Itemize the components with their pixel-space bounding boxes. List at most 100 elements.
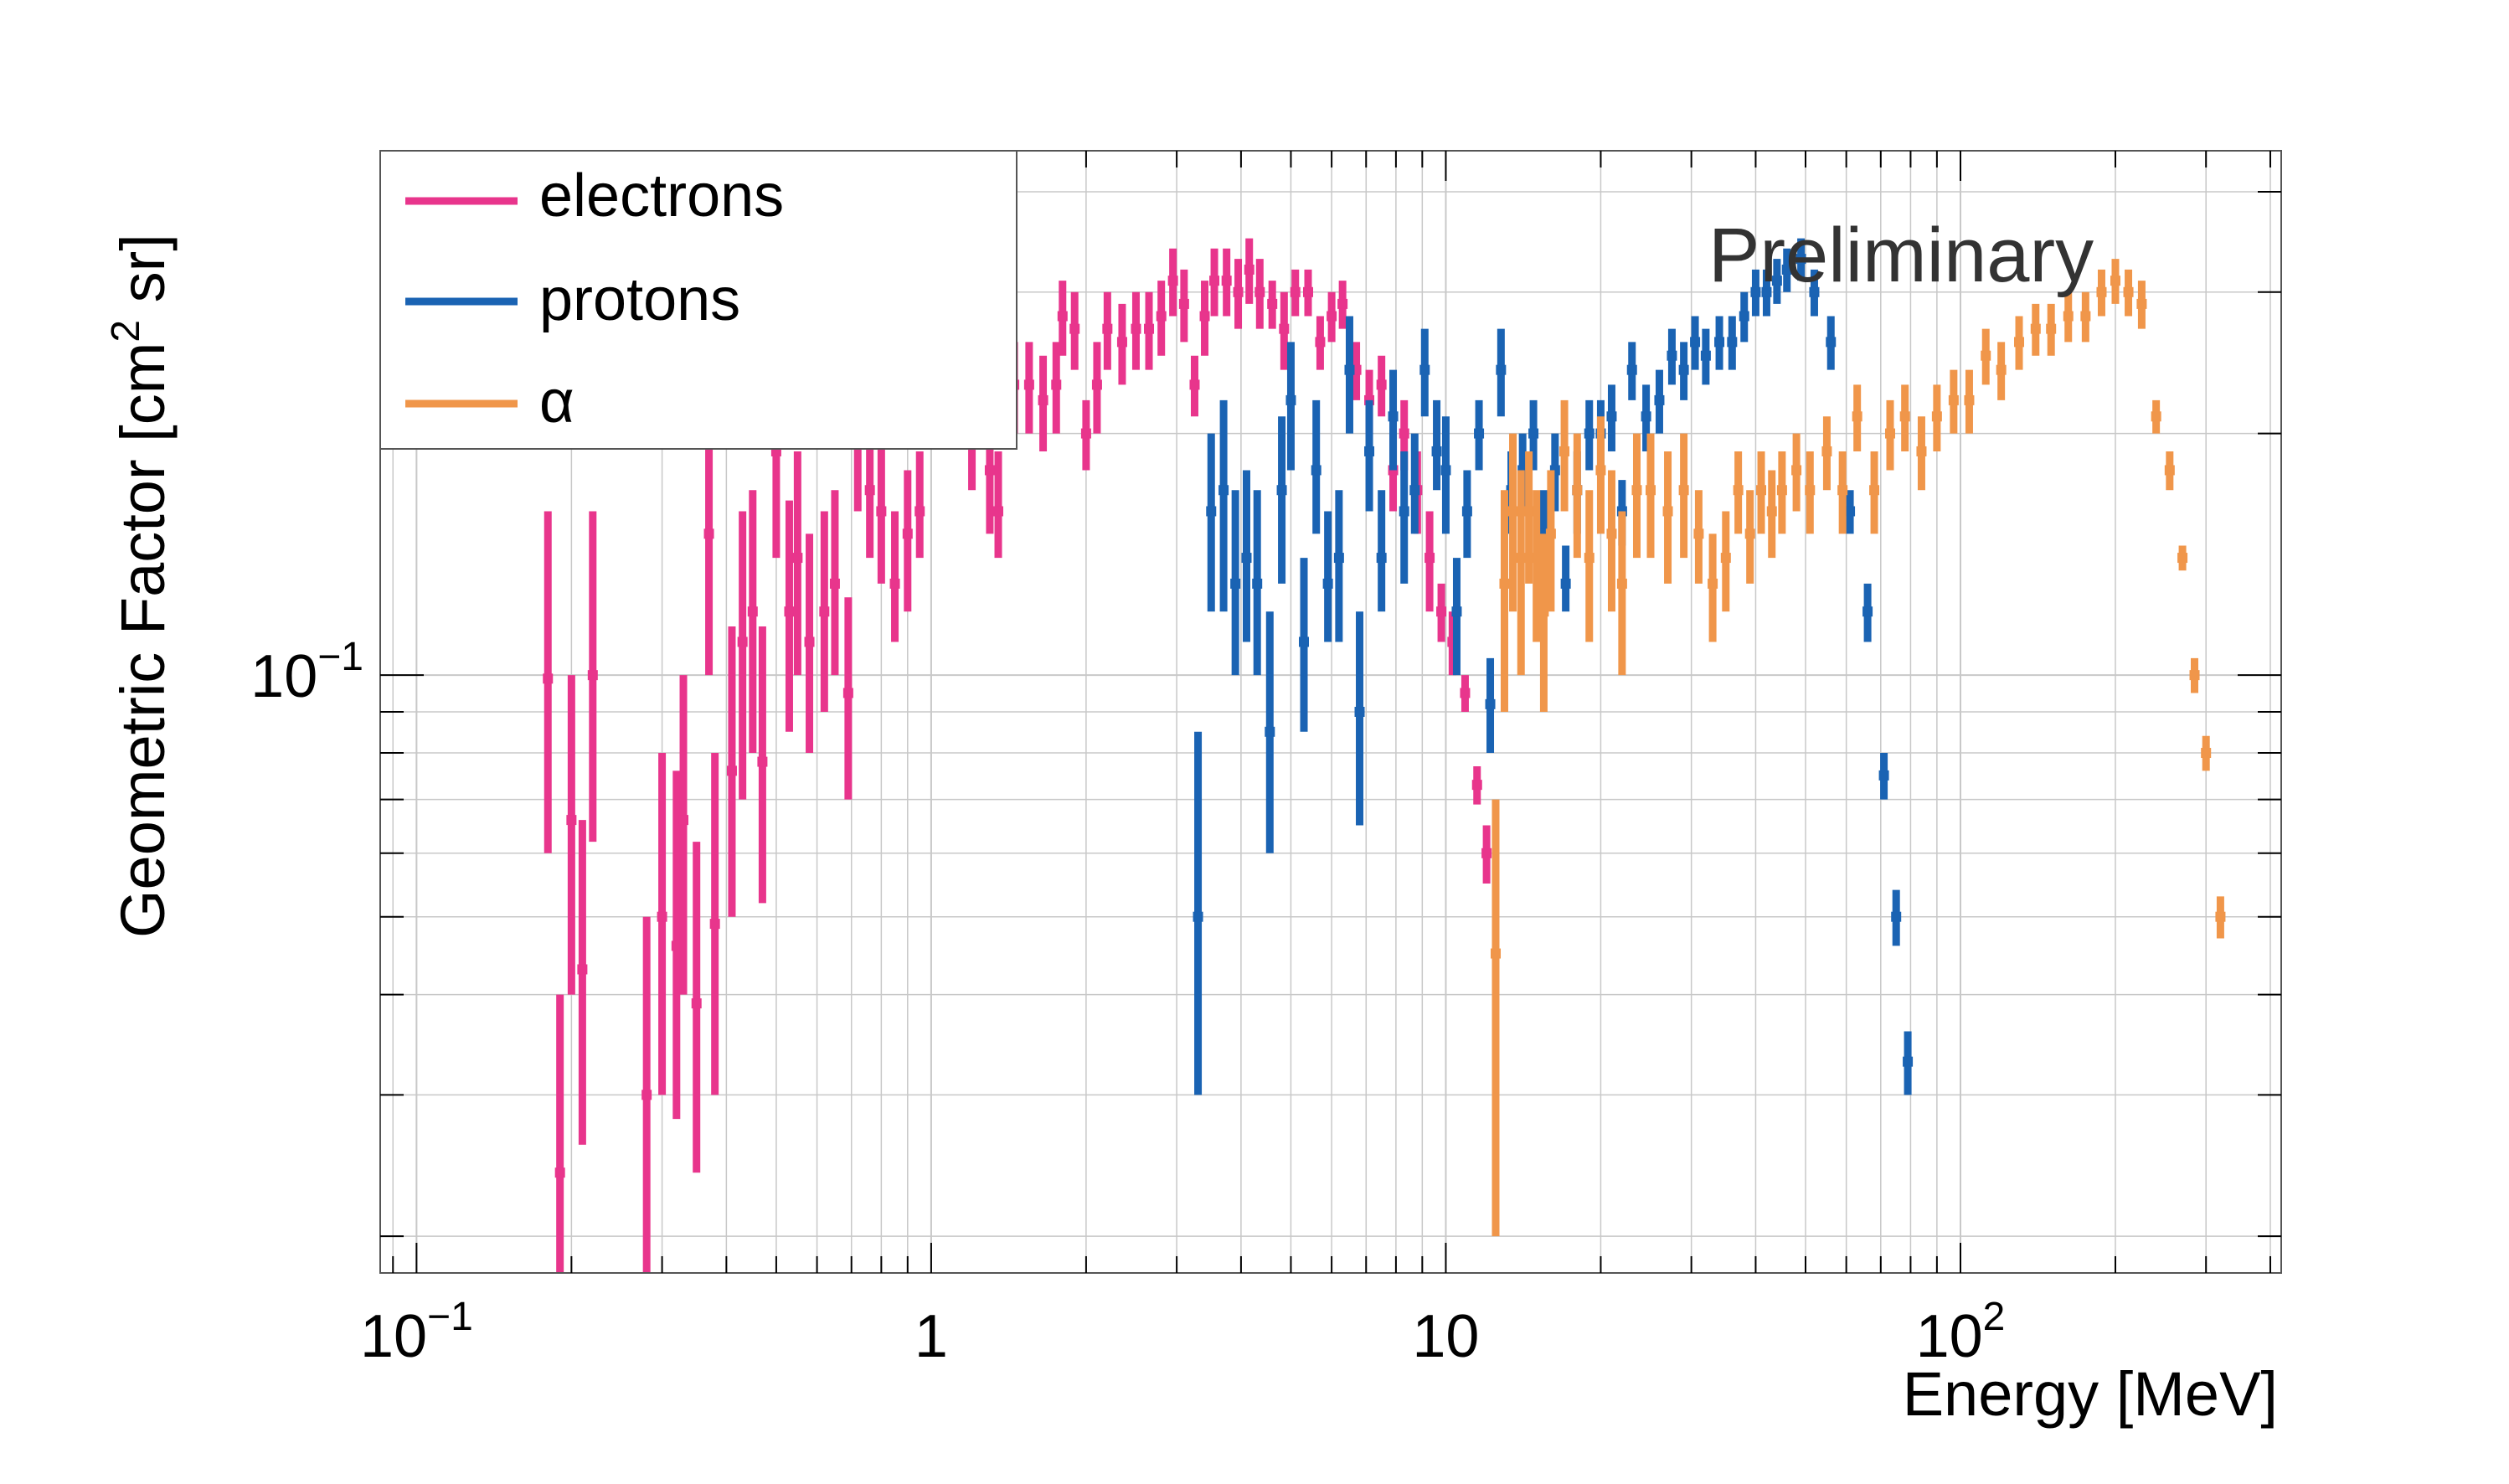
data-point-electrons: [1102, 323, 1113, 334]
data-point-alpha: [2123, 286, 2134, 297]
data-point-alpha: [1538, 606, 1549, 617]
data-point-electrons: [1376, 379, 1387, 390]
data-point-alpha: [2164, 465, 2175, 476]
data-point-electrons: [984, 465, 995, 476]
series-alpha: [1491, 259, 2226, 1237]
data-point-electrons: [709, 919, 720, 930]
data-point-electrons: [1131, 323, 1141, 334]
data-point-protons: [1878, 770, 1889, 781]
data-point-electrons: [829, 578, 840, 589]
data-point-alpha: [1693, 528, 1704, 539]
data-point-protons: [1376, 553, 1387, 564]
data-point-protons: [1690, 337, 1701, 348]
x-tick-label-base: 10: [1412, 1303, 1479, 1370]
data-point-alpha: [2080, 311, 2091, 322]
data-point-protons: [1322, 578, 1333, 589]
data-point-electrons: [678, 815, 689, 826]
data-point-protons: [1654, 394, 1665, 405]
data-point-protons: [1364, 446, 1375, 456]
data-point-protons: [1474, 428, 1485, 439]
data-point-alpha: [1678, 485, 1689, 496]
data-point-alpha: [1869, 485, 1880, 496]
data-point-alpha: [1606, 528, 1617, 539]
data-point-electrons: [889, 578, 900, 589]
data-point-alpha: [1545, 528, 1556, 539]
data-point-electrons: [691, 998, 702, 1009]
data-point-alpha: [1805, 485, 1816, 496]
data-point-protons: [1285, 394, 1296, 405]
data-point-protons: [1891, 911, 1902, 922]
data-point-alpha: [1584, 553, 1595, 564]
data-point-protons: [1399, 506, 1409, 517]
data-point-protons: [1431, 446, 1442, 456]
data-point-protons: [1419, 364, 1430, 375]
data-point-alpha: [1662, 506, 1673, 517]
data-point-protons: [1781, 264, 1792, 275]
data-point-alpha: [1523, 506, 1534, 517]
data-point-electrons: [737, 636, 748, 647]
y-axis-title-main: Geometric Factor [cm: [108, 343, 178, 938]
data-point-electrons: [784, 606, 795, 617]
data-point-protons: [1241, 553, 1252, 564]
data-point-electrons: [1471, 780, 1482, 791]
data-point-protons: [1451, 606, 1462, 617]
data-point-protons: [1252, 578, 1263, 589]
data-point-protons: [1761, 286, 1772, 297]
data-point-electrons: [1167, 276, 1178, 286]
data-point-protons: [1903, 1056, 1914, 1067]
data-point-protons: [1771, 276, 1782, 286]
data-point-alpha: [1899, 411, 1910, 422]
data-point-protons: [1230, 578, 1241, 589]
data-point-protons: [1485, 698, 1496, 709]
data-point-alpha: [1776, 485, 1787, 496]
data-point-electrons: [1221, 276, 1232, 286]
data-point-alpha: [2177, 553, 2188, 564]
data-point-electrons: [993, 506, 1004, 517]
data-point-protons: [1218, 485, 1229, 496]
data-point-electrons: [554, 1167, 565, 1178]
data-point-protons: [1739, 311, 1749, 322]
data-point-electrons: [819, 606, 830, 617]
data-point-alpha: [2063, 311, 2074, 322]
data-point-alpha: [1837, 485, 1848, 496]
data-point-electrons: [1302, 286, 1313, 297]
data-point-electrons: [1267, 298, 1278, 309]
data-point-protons: [1333, 553, 1344, 564]
data-point-protons: [1409, 485, 1420, 496]
data-point-protons: [1584, 428, 1595, 439]
preliminary-annotation: Preliminary: [1708, 213, 2094, 298]
y-tick-label-base: 10: [250, 643, 317, 710]
data-point-protons: [1809, 286, 1820, 297]
data-point-electrons: [1156, 311, 1167, 322]
data-point-alpha: [2189, 670, 2200, 681]
data-point-electrons: [1144, 323, 1155, 334]
data-point-electrons: [1189, 379, 1200, 390]
data-point-electrons: [1254, 286, 1265, 297]
data-point-alpha: [2201, 748, 2212, 759]
data-point-protons: [1700, 350, 1711, 361]
data-point-electrons: [577, 964, 588, 975]
data-point-electrons: [726, 765, 737, 776]
data-point-electrons: [842, 688, 853, 698]
data-point-alpha: [1766, 506, 1777, 517]
data-point-alpha: [2046, 323, 2057, 334]
data-point-protons: [1311, 465, 1321, 476]
data-point-electrons: [1436, 606, 1447, 617]
data-point-alpha: [2030, 323, 2041, 334]
data-point-electrons: [1199, 311, 1210, 322]
data-point-alpha: [1595, 465, 1606, 476]
data-point-alpha: [1733, 485, 1744, 496]
data-point-electrons: [1399, 428, 1409, 439]
data-point-protons: [1354, 707, 1365, 717]
data-point-alpha: [1931, 411, 1942, 422]
data-point-alpha: [1916, 446, 1927, 456]
x-tick-label: 1: [914, 1303, 948, 1370]
x-tick-label-base: 1: [914, 1303, 948, 1370]
data-point-alpha: [2110, 276, 2120, 286]
data-point-alpha: [1996, 364, 2007, 375]
data-point-protons: [1496, 364, 1507, 375]
x-tick-label-exp: −1: [427, 1295, 473, 1339]
data-point-alpha: [1756, 485, 1767, 496]
